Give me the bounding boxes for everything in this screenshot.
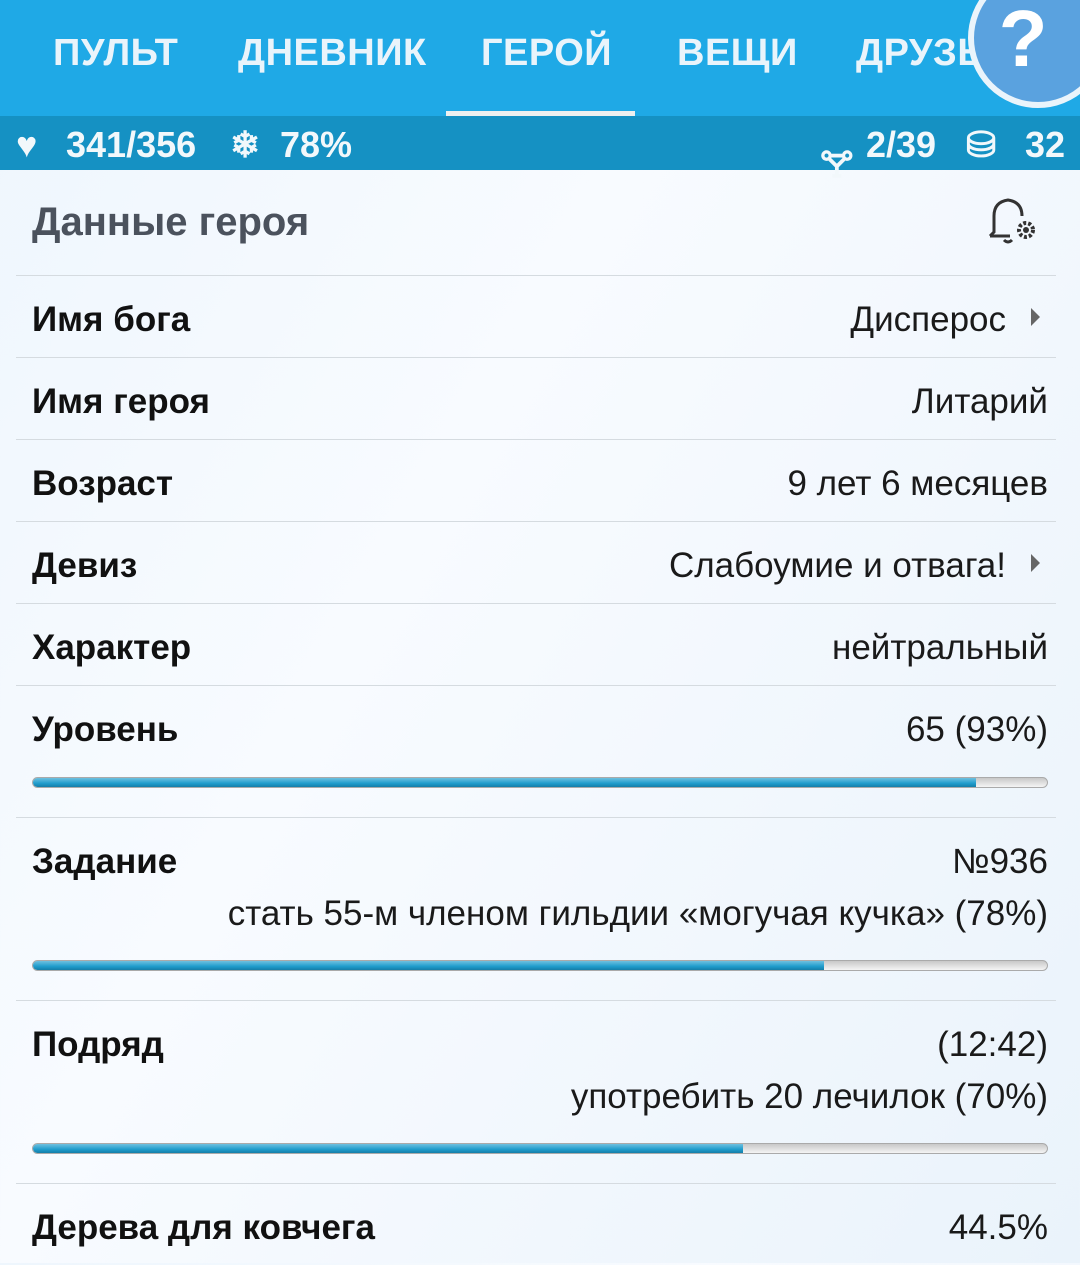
row-level: Уровень 65 (93%) [16,685,1056,817]
progress-fill [33,961,824,970]
page-title: Данные героя [32,200,310,244]
quest-progress-bar [32,960,1048,971]
health-value: 341/356 [66,124,197,165]
row-value: 44.5% [948,1208,1048,1247]
row-label: Дерева для ковчега [32,1208,375,1247]
row-motto[interactable]: Девиз Слабоумие и отвага! [16,521,1056,603]
row-label: Характер [32,628,192,667]
quest-number: №936 [952,842,1048,881]
inventory-value: 2/39 [866,124,937,165]
snowflake-icon: ❄ [230,124,261,165]
row-hero-name: Имя героя Литарий [16,357,1056,439]
row-quest: Задание №936 стать 55-м членом гильдии «… [16,817,1056,1000]
tab-items[interactable]: ВЕЩИ [677,32,798,74]
stats-bar: ♥ 341/356 ❄ 78% 🝖 2/39 ⛁ 32 [0,116,1080,185]
row-value: 65 (93%) [905,710,1048,749]
row-value: Дисперос [850,300,1006,339]
row-label: Девиз [32,546,138,585]
active-tab-indicator [446,111,635,117]
gold-value: 32 [1025,124,1066,165]
bell-settings-icon[interactable] [984,194,1044,246]
coins-icon: ⛁ [966,124,997,165]
row-ark-wood: Дерева для ковчега 44.5% [16,1183,1056,1265]
quest-text: стать 55-м членом гильдии «могучая кучка… [227,894,1048,933]
row-job: Подряд (12:42) употребить 20 лечилок (70… [16,1000,1056,1183]
row-character: Характер нейтральный [16,603,1056,685]
row-value: Литарий [911,382,1048,421]
job-text: употребить 20 лечилок (70%) [570,1077,1048,1116]
help-button[interactable]: ? [968,0,1080,108]
level-progress-bar [32,777,1048,788]
tab-console[interactable]: ПУЛЬТ [53,32,179,74]
tab-bar: ПУЛЬТ ДНЕВНИК ГЕРОЙ ВЕЩИ ДРУЗЬЯ ? [0,0,1080,117]
chevron-right-icon [1031,554,1040,572]
heart-icon: ♥ [16,124,38,165]
tab-diary[interactable]: ДНЕВНИК [238,32,427,74]
job-progress-bar [32,1143,1048,1154]
row-label: Задание [32,842,178,881]
row-label: Уровень [32,710,179,749]
progress-fill [33,1144,743,1153]
row-label: Имя бога [32,300,191,339]
chevron-right-icon [1031,308,1040,326]
row-age: Возраст 9 лет 6 месяцев [16,439,1056,521]
row-label: Имя героя [32,382,210,421]
tab-hero[interactable]: ГЕРОЙ [481,32,613,74]
row-value: нейтральный [832,628,1048,667]
row-label: Подряд [32,1025,164,1064]
row-god-name[interactable]: Имя бога Дисперос [16,275,1056,357]
row-value: Слабоумие и отвага! [668,546,1006,585]
progress-fill [33,778,977,787]
godpower-value: 78% [280,124,353,165]
bag-icon: 🝖 [820,144,854,185]
row-value: 9 лет 6 месяцев [787,464,1048,503]
job-time: (12:42) [937,1025,1048,1064]
row-label: Возраст [32,464,174,503]
